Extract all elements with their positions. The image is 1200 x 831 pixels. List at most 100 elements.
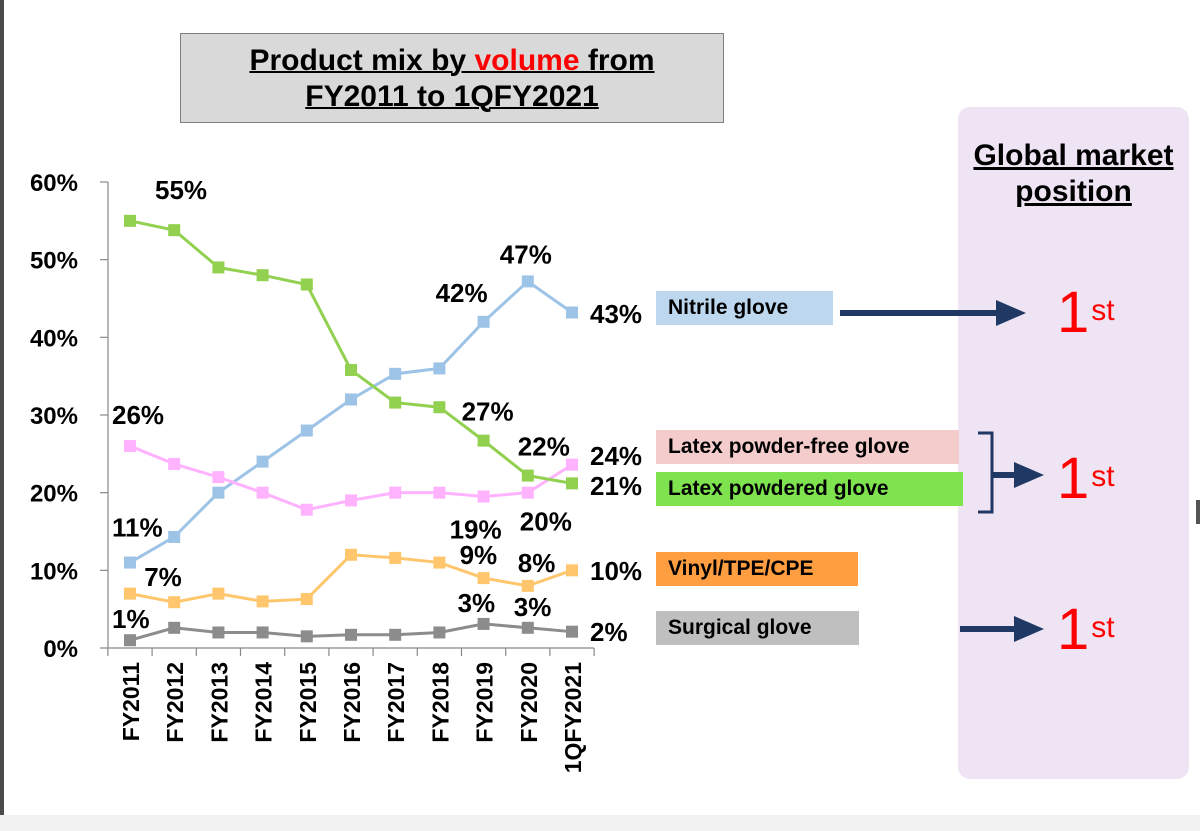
data-point-surgical: [212, 626, 225, 639]
market-title-line-1: Global market: [973, 139, 1174, 172]
data-point-latex_pf: [389, 486, 402, 499]
rank-nitrile: 1st: [1057, 283, 1115, 343]
data-point-surgical: [124, 634, 136, 647]
legend-latex-powdered: Latex powdered glove: [656, 472, 963, 506]
rank-suffix: st: [1091, 294, 1115, 327]
data-point-latex_pf: [124, 440, 136, 453]
title-highlight-volume: volume: [474, 44, 580, 77]
x-tick-label: FY2014: [251, 662, 277, 743]
data-label-vinyl: 8%: [518, 548, 556, 578]
data-point-surgical: [389, 628, 402, 641]
x-tick-label: FY2018: [427, 662, 453, 743]
data-point-nitrile: [433, 362, 446, 375]
x-tick-label: FY2016: [339, 662, 365, 743]
data-point-latex_pd: [124, 214, 136, 227]
end-label-surgical: 2%: [590, 617, 628, 647]
data-point-latex_pf: [168, 457, 181, 470]
window-edge: [0, 0, 4, 831]
rank-number: 1: [1057, 280, 1090, 345]
data-point-nitrile: [168, 530, 181, 543]
data-label-surgical: 1%: [112, 604, 150, 634]
data-point-latex_pf: [566, 458, 578, 471]
data-point-latex_pf: [256, 486, 269, 499]
data-point-latex_pf: [212, 471, 225, 484]
data-point-vinyl: [256, 595, 269, 608]
data-label-latex_pf: 26%: [112, 400, 164, 430]
data-point-surgical: [256, 626, 269, 639]
data-point-nitrile: [345, 393, 357, 406]
x-tick-label: FY2013: [206, 662, 232, 743]
x-tick-label: FY2011: [118, 662, 144, 741]
legend-latex-powder-free: Latex powder-free glove: [656, 430, 959, 464]
data-label-surgical: 3%: [514, 592, 552, 622]
y-tick-label: 20%: [30, 481, 78, 508]
rank-latex: 1st: [1057, 449, 1115, 509]
data-point-nitrile: [477, 315, 490, 328]
data-point-latex_pd: [345, 363, 357, 376]
y-tick-label: 30%: [30, 403, 78, 430]
data-label-latex_pd: 55%: [155, 175, 207, 205]
data-label-nitrile: 11%: [112, 513, 163, 543]
data-point-surgical: [433, 626, 446, 639]
rank-suffix: st: [1091, 460, 1115, 493]
legend-surgical-label: Surgical glove: [668, 616, 812, 639]
data-point-vinyl: [300, 593, 313, 606]
data-point-vinyl: [212, 587, 225, 600]
data-point-vinyl: [566, 564, 578, 577]
data-label-latex_pd: 27%: [462, 397, 514, 427]
legend-nitrile-label: Nitrile glove: [668, 296, 789, 319]
data-point-latex_pd: [168, 224, 181, 237]
right-edge-mark: [1196, 500, 1200, 524]
x-tick-label: FY2019: [472, 662, 498, 743]
data-label-surgical: 3%: [458, 588, 496, 618]
chart-decorations: [840, 300, 1044, 642]
title-line-2: FY2011 to 1QFY2021: [305, 80, 599, 113]
data-point-latex_pf: [433, 486, 446, 499]
data-point-latex_pf: [477, 490, 490, 503]
legend-latex-powdered-label: Latex powdered glove: [668, 477, 889, 500]
title-text-pre: Product mix by: [249, 44, 475, 77]
rank-number: 1: [1057, 446, 1090, 511]
data-point-surgical: [521, 621, 534, 634]
data-point-latex_pf: [345, 494, 357, 507]
market-title-line-2: position: [1015, 175, 1132, 208]
legend-vinyl-label: Vinyl/TPE/CPE: [668, 557, 814, 580]
data-point-latex_pd: [300, 278, 313, 291]
end-label-nitrile: 43%: [590, 299, 642, 329]
data-label-nitrile: 42%: [436, 278, 488, 308]
title-line-1: Product mix by volume from: [249, 44, 654, 77]
data-point-surgical: [345, 628, 357, 641]
title-text-post: from: [579, 44, 655, 77]
y-tick-label: 10%: [30, 558, 78, 585]
y-tick-label: 40%: [30, 325, 78, 352]
data-point-latex_pd: [212, 261, 225, 274]
data-label-latex_pf: 20%: [520, 507, 572, 537]
data-point-vinyl: [345, 548, 357, 561]
data-point-vinyl: [433, 556, 446, 569]
bottom-strip: [0, 815, 1200, 831]
data-point-nitrile: [300, 424, 313, 437]
data-point-latex_pd: [566, 477, 578, 490]
chart-title: Product mix by volume from FY2011 to 1QF…: [180, 33, 724, 123]
chart-series-lines: [124, 214, 578, 647]
data-point-latex_pd: [389, 396, 402, 409]
x-tick-label: 1QFY2021: [560, 662, 586, 773]
y-tick-label: 60%: [30, 170, 78, 197]
chart-axes: 0% 10% 20% 30% 40% 50% 60% FY2011 FY2012 FY2013 FY…: [30, 170, 595, 773]
legend-vinyl: Vinyl/TPE/CPE: [656, 552, 858, 586]
latex-bracket: [978, 431, 994, 514]
rank-surgical: 1st: [1057, 600, 1115, 660]
data-label-latex_pd: 22%: [518, 432, 570, 462]
data-point-surgical: [300, 630, 313, 643]
data-point-nitrile: [212, 486, 225, 499]
data-point-vinyl: [389, 551, 402, 564]
data-point-surgical: [566, 625, 578, 638]
data-point-nitrile: [389, 367, 402, 380]
data-point-latex_pf: [521, 486, 534, 499]
end-label-latex_pf: 24%: [590, 441, 642, 471]
data-point-nitrile: [566, 306, 578, 319]
data-point-vinyl: [521, 579, 534, 592]
legend-latex-powder-free-label: Latex powder-free glove: [668, 435, 910, 458]
rank-number: 1: [1057, 597, 1090, 662]
